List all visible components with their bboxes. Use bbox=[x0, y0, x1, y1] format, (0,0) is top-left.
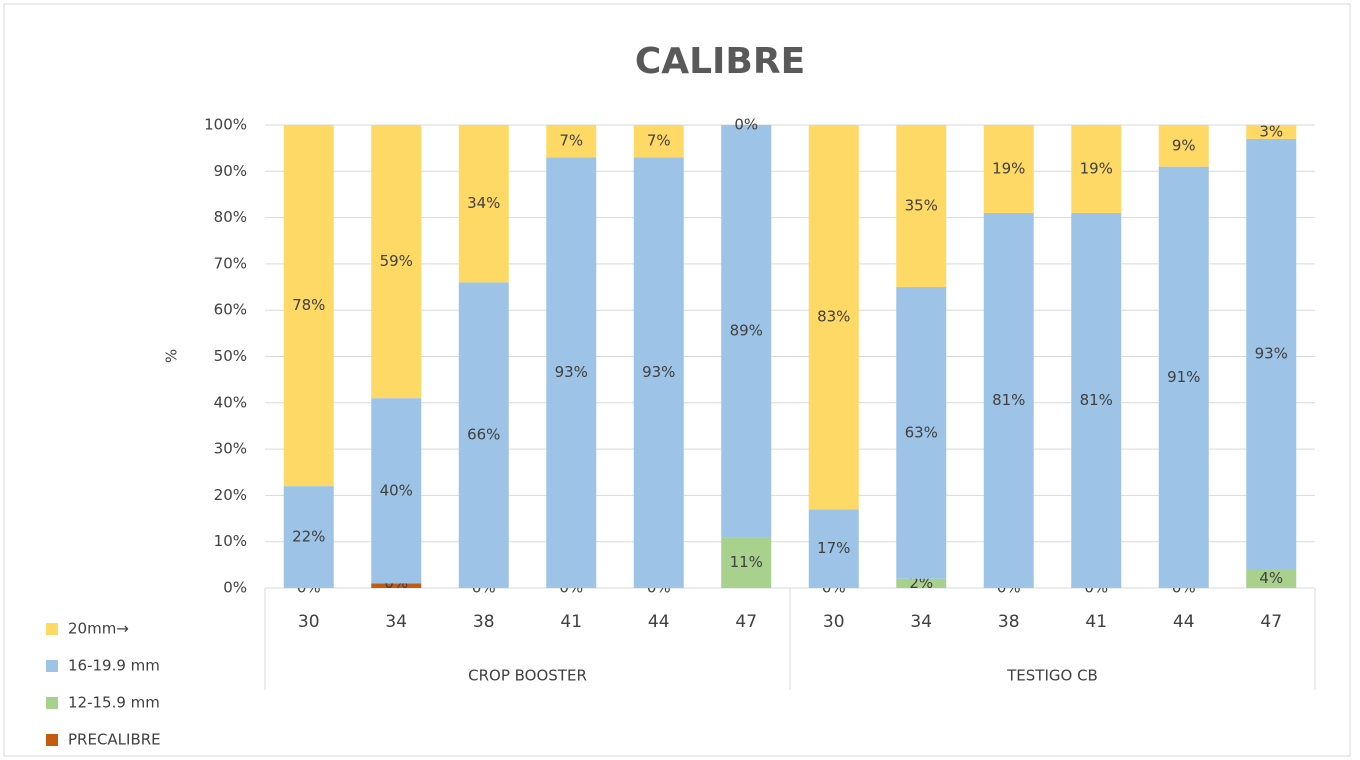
y-tick-label: 60% bbox=[214, 301, 247, 319]
y-tick-label: 100% bbox=[204, 116, 247, 134]
data-label: 19% bbox=[1080, 159, 1113, 177]
y-tick-label: 80% bbox=[214, 208, 247, 226]
x-tick-label: 41 bbox=[560, 612, 582, 632]
data-label: 91% bbox=[1167, 368, 1200, 386]
data-label: 22% bbox=[292, 528, 325, 546]
y-tick-label: 90% bbox=[214, 162, 247, 180]
y-axis-label: % bbox=[163, 349, 181, 363]
data-label: 35% bbox=[905, 197, 938, 215]
data-label: 7% bbox=[559, 132, 583, 150]
y-tick-label: 30% bbox=[214, 440, 247, 458]
y-tick-label: 20% bbox=[214, 486, 247, 504]
x-tick-label: 38 bbox=[473, 612, 495, 632]
chart-title: CALIBRE bbox=[635, 41, 805, 82]
data-label: 11% bbox=[730, 553, 763, 571]
bar-segment bbox=[1246, 138, 1297, 570]
x-tick-label: 47 bbox=[735, 612, 757, 632]
x-tick-label: 30 bbox=[298, 612, 320, 632]
data-label: 89% bbox=[730, 322, 763, 340]
data-label: 40% bbox=[380, 481, 413, 499]
bar-segment bbox=[896, 287, 947, 579]
group-label: TESTIGO CB bbox=[1006, 667, 1098, 685]
y-tick-label: 40% bbox=[214, 393, 247, 411]
bar-segment bbox=[808, 125, 859, 510]
x-tick-label: 34 bbox=[910, 612, 932, 632]
y-tick-label: 50% bbox=[214, 347, 247, 365]
data-label: 66% bbox=[467, 426, 500, 444]
bar-segment bbox=[808, 509, 859, 588]
legend-label: 16-19.9 mm bbox=[68, 657, 160, 675]
x-tick-label: 44 bbox=[648, 612, 670, 632]
bar-segment bbox=[983, 125, 1034, 213]
legend-label: 12-15.9 mm bbox=[68, 694, 160, 712]
data-label: 3% bbox=[1259, 122, 1283, 140]
bar-segment bbox=[458, 282, 509, 588]
legend-swatch bbox=[46, 697, 58, 709]
bar-segment bbox=[1246, 569, 1297, 588]
bar-segment bbox=[633, 125, 684, 158]
data-label: 93% bbox=[555, 363, 588, 381]
bar-segment bbox=[371, 398, 422, 584]
data-label: 0% bbox=[734, 116, 758, 134]
data-label: 78% bbox=[292, 296, 325, 314]
bar-segment bbox=[283, 486, 334, 588]
y-tick-label: 10% bbox=[214, 532, 247, 550]
x-tick-label: 34 bbox=[385, 612, 407, 632]
bar-segment bbox=[896, 578, 947, 588]
bar-segment bbox=[1158, 125, 1209, 167]
bar-segment bbox=[458, 125, 509, 283]
legend-label: 20mm→ bbox=[68, 620, 129, 638]
bar-segment bbox=[1158, 166, 1209, 589]
data-label: 83% bbox=[817, 308, 850, 326]
data-label: 7% bbox=[647, 132, 671, 150]
x-tick-label: 30 bbox=[823, 612, 845, 632]
data-label: 59% bbox=[380, 252, 413, 270]
bar-segment bbox=[1071, 125, 1122, 213]
bar-segment bbox=[371, 583, 422, 588]
data-label: 81% bbox=[992, 391, 1025, 409]
bar-segment bbox=[633, 157, 684, 588]
x-tick-label: 44 bbox=[1173, 612, 1195, 632]
data-label: 4% bbox=[1259, 569, 1283, 587]
legend-swatch bbox=[46, 660, 58, 672]
legend-swatch bbox=[46, 734, 58, 746]
x-tick-label: 47 bbox=[1260, 612, 1282, 632]
x-tick-label: 38 bbox=[998, 612, 1020, 632]
data-label: 17% bbox=[817, 539, 850, 557]
bar-segment bbox=[896, 125, 947, 288]
data-label: 93% bbox=[642, 363, 675, 381]
y-tick-label: 0% bbox=[223, 579, 247, 597]
y-tick-label: 70% bbox=[214, 254, 247, 272]
bar-segment bbox=[546, 157, 597, 588]
data-label: 9% bbox=[1172, 136, 1196, 154]
bar-segment bbox=[983, 212, 1034, 588]
bar-segment bbox=[721, 125, 772, 538]
bar-segment bbox=[546, 125, 597, 158]
bar-segment bbox=[1071, 212, 1122, 588]
data-label: 93% bbox=[1255, 345, 1288, 363]
data-label: 19% bbox=[992, 159, 1025, 177]
group-label: CROP BOOSTER bbox=[468, 667, 587, 685]
bar-segment bbox=[721, 537, 772, 588]
bar-segment bbox=[1246, 125, 1297, 139]
data-label: 81% bbox=[1080, 391, 1113, 409]
legend-label: PRECALIBRE bbox=[68, 731, 161, 749]
bar-segment bbox=[283, 125, 334, 487]
legend-swatch bbox=[46, 623, 58, 635]
x-tick-label: 41 bbox=[1085, 612, 1107, 632]
data-label: 34% bbox=[467, 194, 500, 212]
data-label: 63% bbox=[905, 423, 938, 441]
bar-segment bbox=[371, 125, 422, 399]
